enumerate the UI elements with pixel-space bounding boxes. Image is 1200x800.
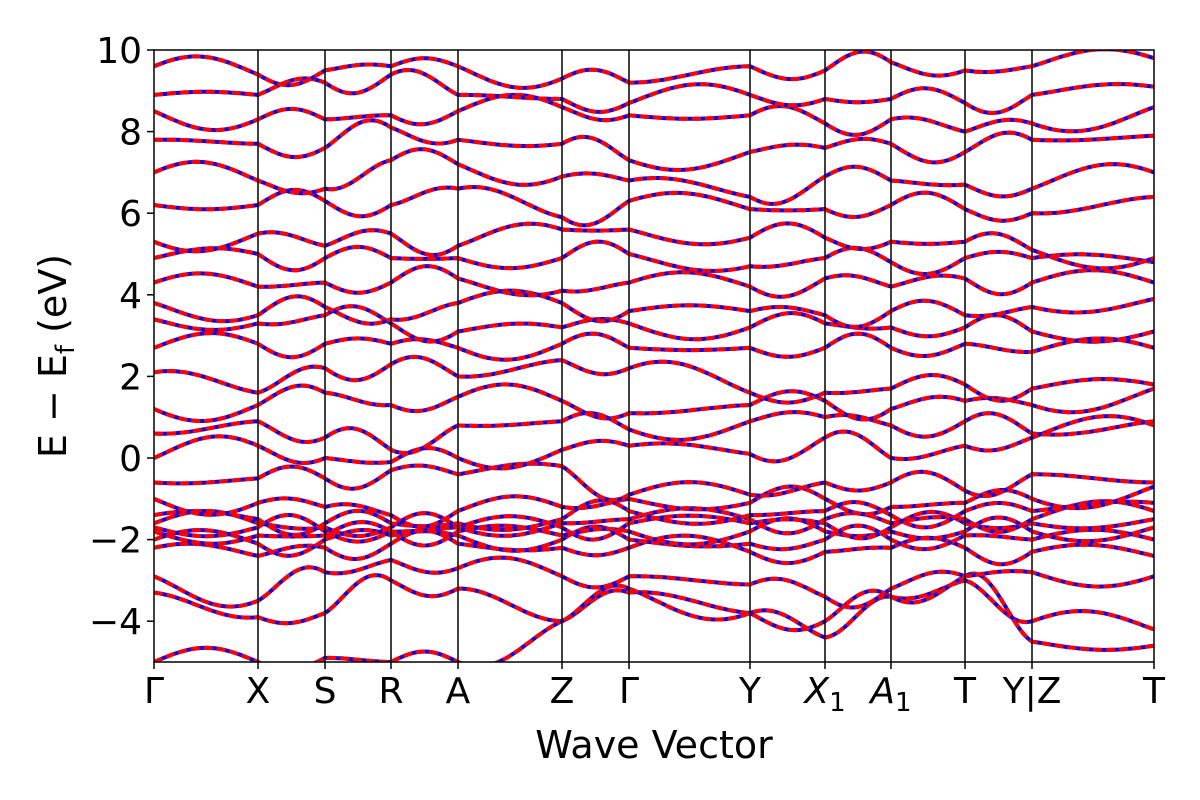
band-spin-up (154, 461, 1154, 503)
x-tick-label: Γ (619, 671, 639, 712)
y-tick-label: −4 (89, 602, 142, 643)
y-tick-label: 10 (96, 31, 142, 72)
y-tick-label: −2 (89, 521, 142, 562)
x-axis-ticks: Γ X S R A Z Γ Y X1 A1 T Y|Z T (144, 662, 1166, 718)
y-axis-label-unit: (eV) (31, 254, 75, 345)
x-tick-label: R (378, 671, 403, 712)
y-axis-label: E − Ef (eV) (31, 254, 81, 458)
band-spin-up (154, 118, 1154, 173)
band-spin-up (154, 67, 1154, 116)
y-tick-label: 6 (119, 194, 142, 235)
y-axis-label-sub: f (51, 344, 81, 354)
plot-frame (153, 49, 1155, 663)
band-spin-down (154, 92, 1154, 137)
band-spin-down (154, 67, 1154, 116)
x-tick-label: X1 (802, 671, 845, 718)
x-tick-label: T (1142, 671, 1166, 712)
x-tick-label: A (446, 671, 471, 712)
y-tick-label: 4 (119, 276, 142, 317)
x-tick-label: Z (550, 671, 575, 712)
y-tick-label: 2 (119, 357, 142, 398)
x-tick-label: T (953, 671, 977, 712)
band-spin-up (154, 239, 1154, 277)
x-tick-label: Γ (144, 671, 164, 712)
band-spin-down (154, 118, 1154, 173)
y-tick-label: 8 (119, 113, 142, 154)
x-tick-label: X (246, 671, 271, 712)
x-axis-label: Wave Vector (535, 723, 773, 767)
x-tick-label: A1 (868, 671, 911, 718)
y-tick-label: 0 (119, 439, 142, 480)
y-axis-label-main: E − E (31, 354, 75, 458)
band-spin-down (154, 331, 1154, 362)
band-spin-down (154, 50, 1154, 90)
x-tick-label: Y|Z (1002, 671, 1062, 712)
band-spin-down (154, 354, 1154, 405)
x-tick-label: S (314, 671, 337, 712)
band-spin-up (154, 92, 1154, 137)
y-axis-ticks: −4 −2 0 2 4 6 8 10 (89, 31, 154, 643)
band-spin-down (154, 578, 1154, 662)
kpoint-separators (257, 50, 1033, 662)
x-tick-label: Y (738, 671, 762, 712)
band-lines (154, 50, 1154, 662)
